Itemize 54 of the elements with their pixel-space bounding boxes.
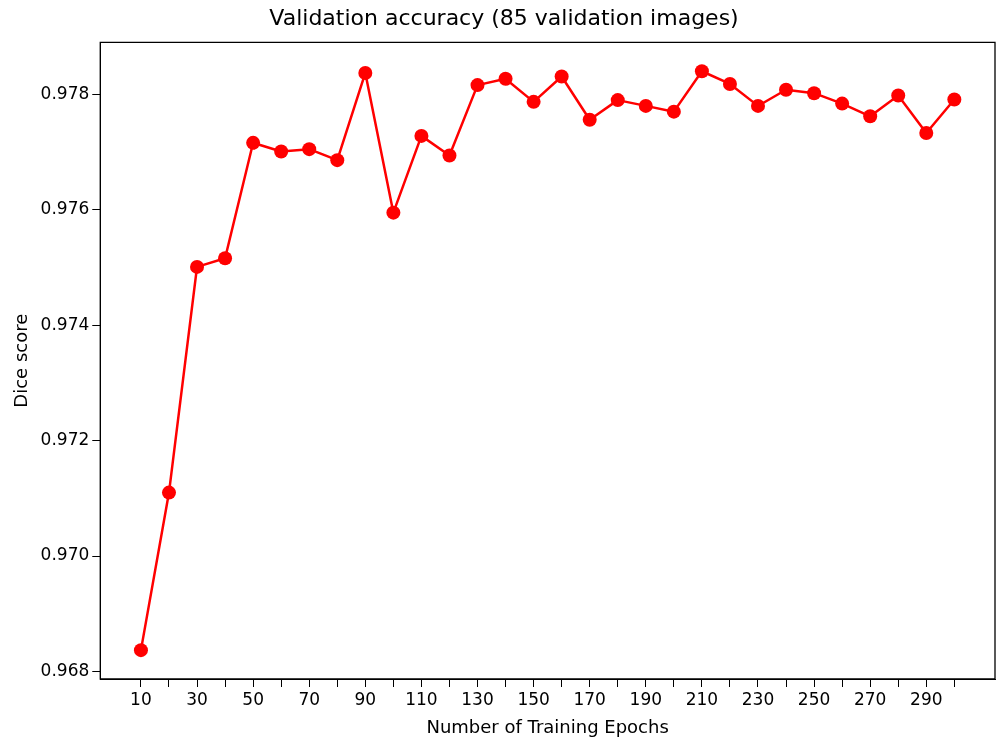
y-tick-label: 0.968: [40, 659, 90, 680]
point: [722, 76, 737, 91]
x-tick-label: 50: [242, 688, 264, 709]
point: [274, 144, 289, 159]
point: [246, 135, 261, 150]
x-tick-label: 10: [130, 688, 152, 709]
x-tick-label: 230: [741, 688, 775, 709]
point: [161, 485, 176, 500]
point: [694, 64, 709, 79]
y-tick-label: 0.978: [40, 82, 90, 103]
point: [386, 205, 401, 220]
point: [807, 86, 822, 101]
point: [442, 148, 457, 163]
point: [330, 153, 345, 168]
x-tick-label: 70: [298, 688, 321, 709]
x-tick-label: 110: [405, 688, 438, 709]
y-axis-title: Dice score: [10, 313, 32, 408]
point: [582, 112, 597, 127]
point: [919, 126, 934, 141]
y-tick-label: 0.974: [40, 313, 90, 334]
x-axis-title: Number of Training Epochs: [426, 715, 669, 737]
point: [638, 98, 653, 113]
x-tick-label: 190: [629, 688, 663, 709]
y-tick-label: 0.976: [40, 198, 90, 219]
point: [302, 142, 317, 157]
point: [610, 93, 625, 108]
x-tick-label: 210: [685, 688, 719, 709]
x-tick-label: 170: [573, 688, 606, 709]
x-tick-label: 90: [354, 688, 377, 709]
y-tick-label: 0.970: [40, 544, 90, 565]
x-tick-label: 270: [853, 688, 887, 709]
point: [554, 69, 569, 84]
point: [891, 88, 906, 103]
x-tick-label: 150: [517, 688, 550, 709]
point: [835, 96, 850, 111]
point: [218, 251, 233, 266]
chart-title: Validation accuracy (85 validation images): [269, 4, 739, 30]
point: [470, 78, 485, 93]
point: [750, 98, 765, 113]
y-tick-label: 0.972: [40, 429, 90, 450]
point: [190, 259, 205, 274]
point: [358, 65, 373, 80]
x-tick-label: 290: [910, 688, 943, 709]
point: [414, 128, 429, 143]
x-tick-label: 250: [797, 688, 831, 709]
point: [863, 109, 878, 124]
point: [498, 71, 513, 86]
point: [133, 643, 148, 658]
x-tick-label: 130: [461, 688, 494, 709]
x-tick-label: 30: [186, 688, 208, 709]
point: [779, 82, 794, 97]
point: [526, 94, 541, 109]
point: [666, 104, 681, 119]
point: [947, 92, 962, 107]
